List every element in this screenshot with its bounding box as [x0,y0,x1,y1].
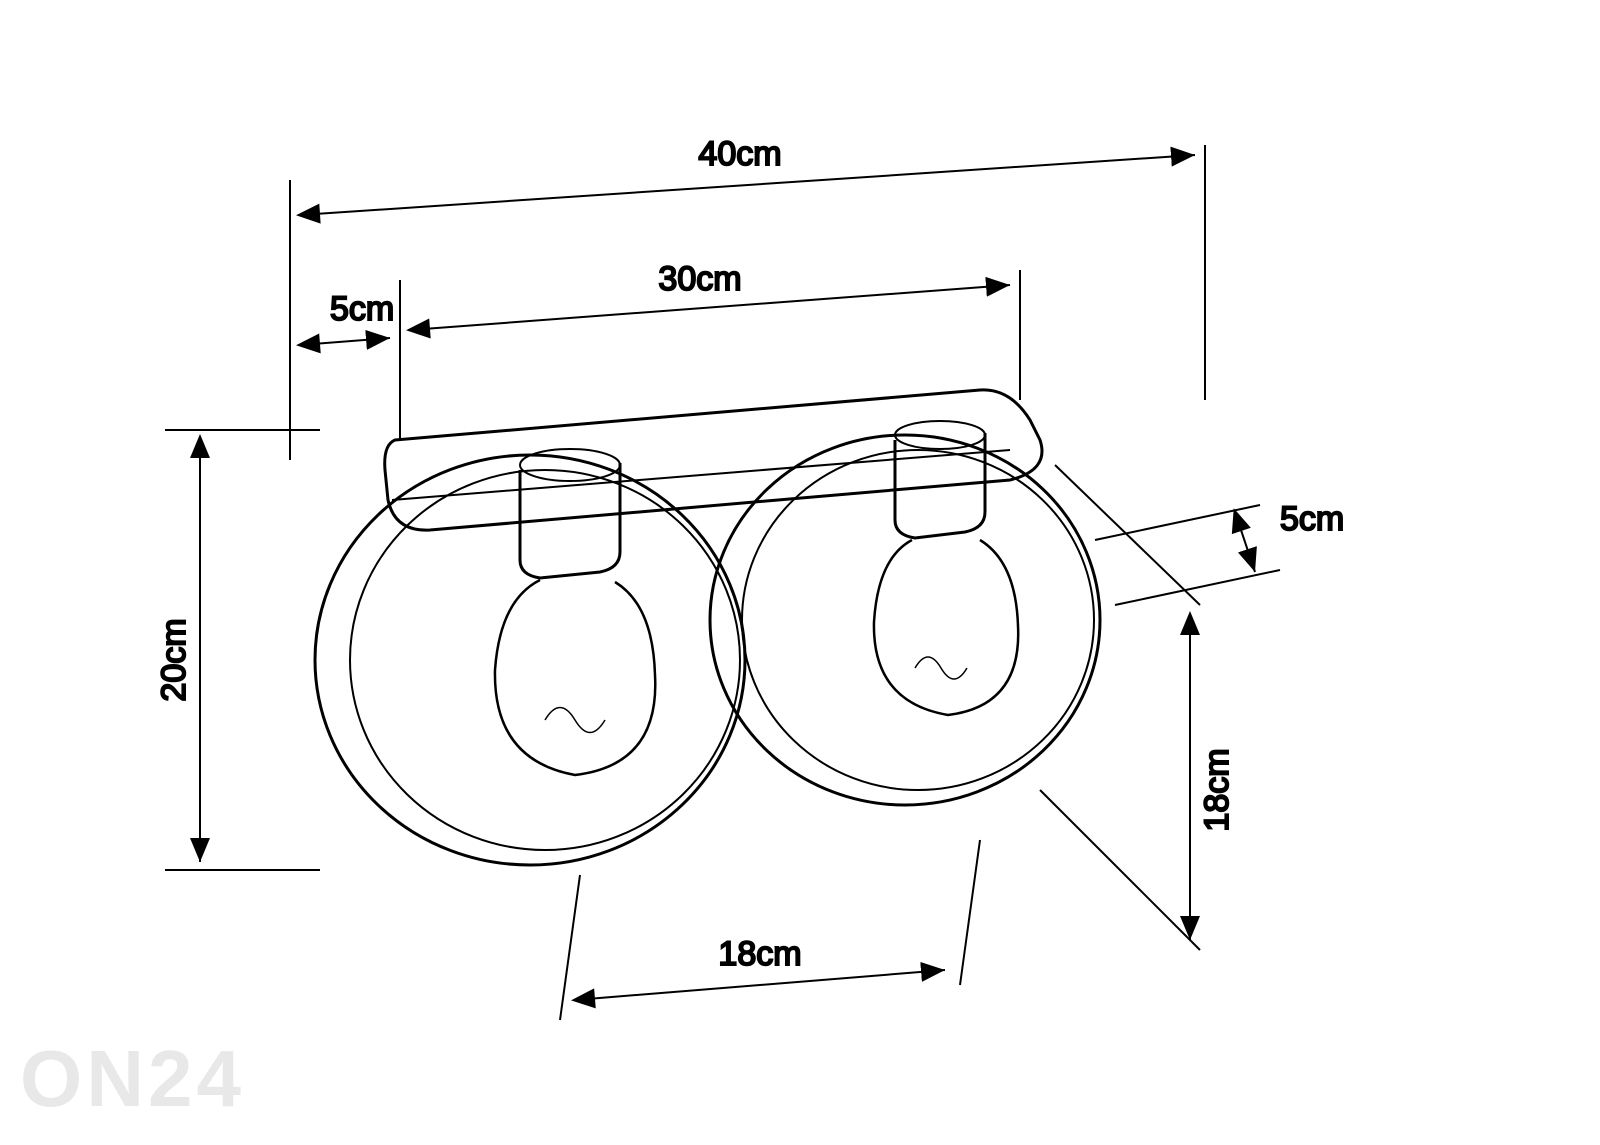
dim-5cm-right [1235,512,1255,572]
label-5cm-right: 5cm [1280,500,1344,538]
lamp-left [315,449,745,865]
dim-18cm-bottom [575,970,945,1000]
label-30cm: 30cm [658,260,741,298]
watermark: ON24 [20,1033,245,1125]
dim-5cm-left [300,338,390,345]
label-20cm: 20cm [155,618,193,701]
label-18cm-right: 18cm [1198,748,1236,831]
lamp-right [710,421,1100,805]
label-5cm-left: 5cm [330,290,394,328]
fixture [315,390,1100,865]
label-18cm-bottom: 18cm [718,935,801,973]
label-40cm: 40cm [698,135,781,173]
dimension-drawing: 40cm 30cm 5cm 20cm 5cm 18cm 18cm [0,0,1600,1145]
